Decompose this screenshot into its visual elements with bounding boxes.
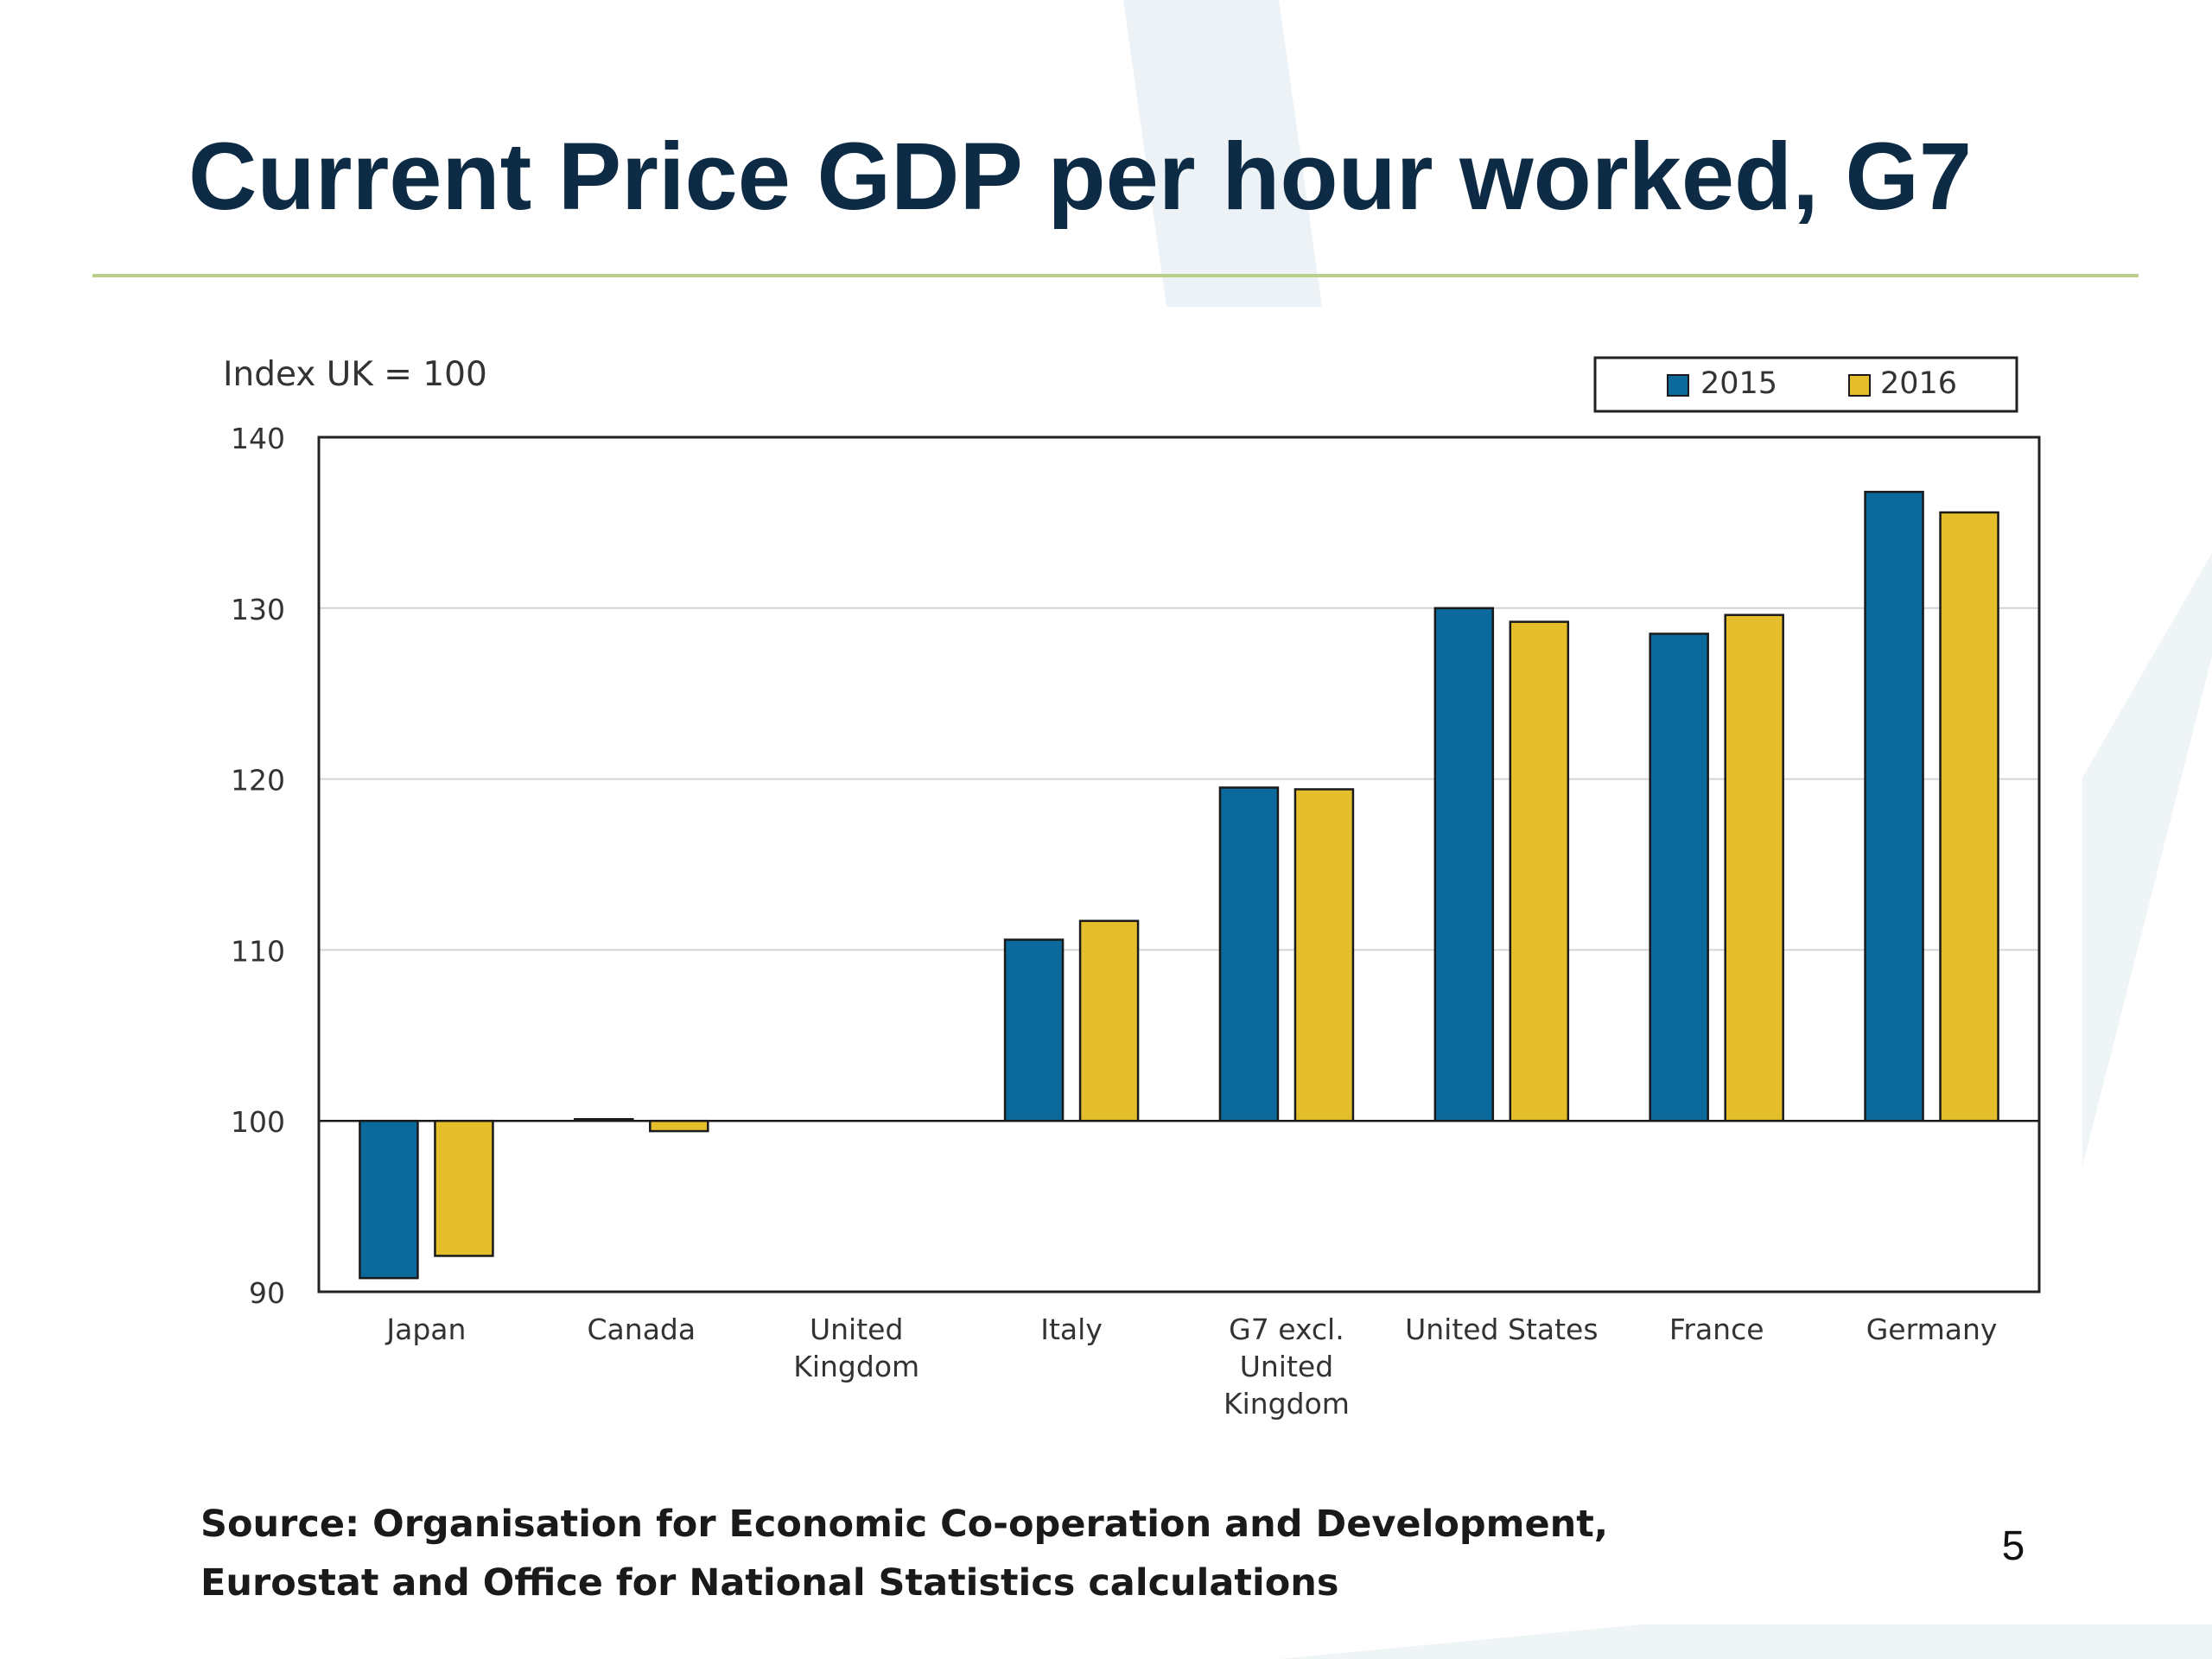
x-tick-united-kingdom-line-1: United [810, 1313, 903, 1346]
bar-g7-excl-united-kingdom-2016 [1294, 788, 1355, 1122]
legend-swatch-2016 [1848, 374, 1871, 397]
legend-label-2015: 2015 [1700, 366, 1777, 401]
slide-title: Current Price GDP per hour worked, G7 [188, 124, 1973, 230]
source-line-2: Eurostat and Office for National Statist… [200, 1561, 1339, 1605]
x-tick-canada-line-1: Canada [588, 1313, 696, 1346]
x-tick-g7-excl-united-kingdom-line-3: Kingdom [1224, 1387, 1350, 1421]
legend-label-2016: 2016 [1880, 366, 1957, 401]
bar-canada-2016 [649, 1119, 709, 1133]
bars [319, 491, 2039, 1280]
bar-japan-2016 [434, 1119, 494, 1257]
legend-box [1593, 356, 2018, 413]
y-tick-100: 100 [231, 1105, 285, 1139]
x-tick-japan-line-1: Japan [385, 1313, 466, 1346]
y-tick-120: 120 [231, 764, 285, 798]
bar-italy-2016 [1078, 919, 1140, 1122]
x-tick-france-line-1: France [1669, 1313, 1764, 1346]
bar-france-2015 [1649, 632, 1709, 1122]
bar-france-2016 [1724, 613, 1784, 1122]
y-axis-label: Index UK = 100 [223, 355, 487, 394]
legend: 2015 2016 [1593, 356, 2018, 413]
bar-g7-excl-united-kingdom-2015 [1218, 786, 1280, 1122]
x-tick-germany-line-1: Germany [1866, 1313, 1998, 1346]
bar-united-states-2016 [1509, 620, 1570, 1122]
slide-number: 5 [2001, 1523, 2025, 1569]
bar-japan-2015 [359, 1119, 419, 1280]
x-tick-united-kingdom-line-2: Kingdom [793, 1350, 919, 1383]
title-divider [92, 274, 2139, 277]
y-tick-130: 130 [231, 593, 285, 626]
plot-frame [317, 435, 2041, 1294]
x-tick-g7-excl-united-kingdom-line-1: G7 excl. [1229, 1313, 1344, 1346]
bar-germany-2015 [1864, 491, 1924, 1122]
bar-germany-2016 [1939, 511, 1999, 1122]
y-tick-140: 140 [231, 422, 285, 455]
x-tick-g7-excl-united-kingdom-line-2: United [1240, 1350, 1333, 1383]
y-tick-90: 90 [249, 1276, 285, 1310]
y-tick-labels: 90 100 110 120 130 140 [231, 422, 285, 1310]
bar-italy-2015 [1003, 938, 1065, 1122]
x-tick-united-states-line-1: United States [1405, 1313, 1598, 1346]
x-tick-labels: Japan Canada United Kingdom Italy G7 excl. Uni… [385, 1313, 1997, 1421]
source-note: Source: Organisation for Economic Co-ope… [200, 1495, 1756, 1612]
y-tick-110: 110 [231, 934, 285, 968]
legend-swatch-2015 [1667, 374, 1689, 397]
bar-united-states-2015 [1433, 607, 1495, 1122]
source-line-1: Source: Organisation for Economic Co-ope… [200, 1503, 1609, 1546]
x-tick-italy-line-1: Italy [1040, 1313, 1103, 1346]
